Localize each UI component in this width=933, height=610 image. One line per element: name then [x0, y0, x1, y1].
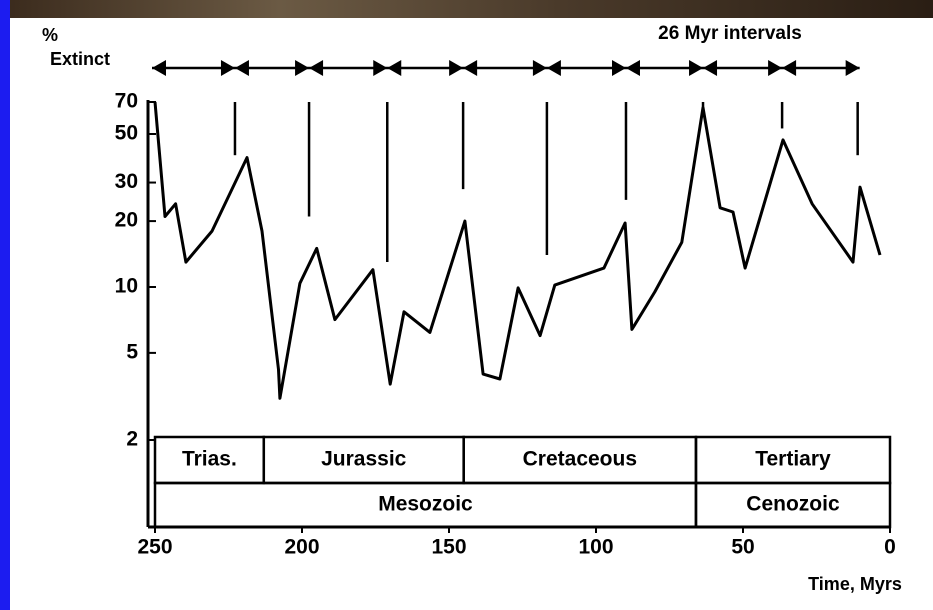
arrow-head — [309, 60, 324, 76]
x-label: Time, Myrs — [808, 574, 902, 594]
x-tick-label: 200 — [284, 536, 319, 559]
x-tick-label: 0 — [884, 536, 896, 559]
x-tick-label: 250 — [137, 536, 172, 559]
era-label: Mesozoic — [378, 493, 473, 516]
arrow-head — [449, 60, 464, 76]
arrow-head — [546, 60, 561, 76]
arrow-head — [689, 60, 704, 76]
arrow-head — [373, 60, 388, 76]
arrow-head — [234, 60, 249, 76]
x-tick-label: 100 — [578, 536, 613, 559]
y-tick-label: 50 — [115, 122, 138, 145]
arrow-head — [220, 60, 235, 76]
annotation: 26 Myr intervals — [658, 23, 802, 44]
arrow-head — [295, 60, 310, 76]
y-tick-label: 10 — [115, 275, 138, 298]
y-label: % — [42, 25, 58, 45]
period-label: Tertiary — [755, 448, 831, 471]
y-tick-label: 70 — [115, 90, 138, 113]
y-tick-label: 5 — [126, 340, 138, 363]
arrow-head — [782, 60, 797, 76]
y-tick-label: 2 — [126, 428, 138, 451]
arrow-head — [387, 60, 402, 76]
arrow-head — [611, 60, 626, 76]
arrow-head — [532, 60, 547, 76]
arrow-head — [703, 60, 718, 76]
y-tick-label: 20 — [115, 209, 138, 232]
y-label: Extinct — [50, 49, 110, 69]
left-strip — [0, 0, 10, 610]
period-label: Trias. — [182, 448, 237, 471]
period-label: Jurassic — [321, 448, 407, 471]
top-band — [0, 0, 933, 18]
x-tick-label: 50 — [731, 536, 754, 559]
arrow-head — [768, 60, 783, 76]
arrow-head — [152, 60, 166, 76]
x-tick-label: 150 — [431, 536, 466, 559]
arrow-head — [463, 60, 478, 76]
era-label: Cenozoic — [746, 493, 840, 516]
period-label: Cretaceous — [523, 448, 637, 471]
y-tick-label: 30 — [115, 170, 138, 193]
extinction-line — [153, 101, 882, 400]
era-box — [694, 481, 892, 529]
arrow-head — [625, 60, 640, 76]
arrow-head — [845, 60, 860, 76]
